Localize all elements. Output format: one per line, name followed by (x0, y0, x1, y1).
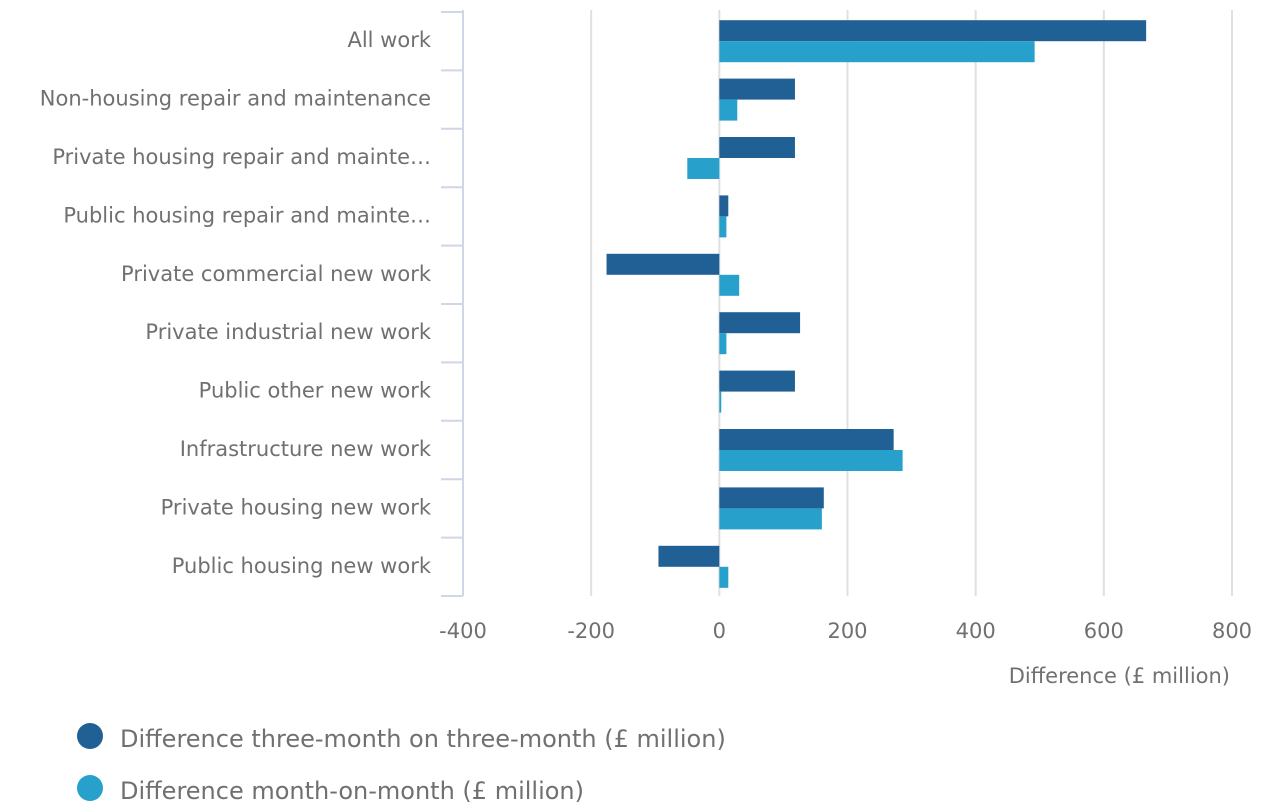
bar (719, 333, 727, 355)
legend-label: Difference three-month on three-month (£… (120, 725, 726, 753)
x-axis-label: Difference (£ million) (1009, 664, 1230, 688)
bar (687, 158, 720, 179)
bar (719, 216, 727, 238)
y-tick-label: Infrastructure new work (180, 437, 432, 461)
y-tick-label: Public other new work (199, 379, 432, 403)
bar (719, 450, 903, 471)
bar (719, 99, 738, 121)
bar (719, 195, 729, 217)
bar (719, 312, 801, 334)
legend-label: Difference month-on-month (£ million) (120, 777, 584, 805)
y-tick-label: Private industrial new work (145, 320, 431, 344)
bar (719, 370, 795, 392)
x-tick-label: 600 (1084, 619, 1124, 643)
bar (658, 545, 720, 567)
x-tick-label: -200 (567, 619, 615, 643)
x-tick-label: 0 (713, 619, 726, 643)
y-tick-label: Public housing new work (172, 554, 432, 578)
y-tick-label: All work (347, 28, 431, 52)
bar (719, 41, 1035, 63)
bar (719, 78, 795, 100)
x-tick-label: -400 (439, 619, 487, 643)
bar (719, 20, 1147, 42)
bar (719, 429, 894, 450)
x-tick-label: 400 (956, 619, 996, 643)
x-tick-label: 800 (1212, 619, 1252, 643)
bar (719, 137, 795, 158)
y-tick-label: Non-housing repair and maintenance (40, 87, 431, 111)
y-tick-label: Private housing new work (161, 495, 432, 519)
legend-swatch (77, 775, 103, 801)
bar (606, 253, 720, 275)
legend-swatch (77, 723, 103, 749)
bar (719, 566, 729, 588)
x-tick-label: 200 (827, 619, 867, 643)
bar (719, 508, 822, 530)
bar (719, 391, 722, 413)
y-tick-label: Public housing repair and mainte… (63, 203, 431, 227)
bar (719, 487, 824, 509)
y-tick-label: Private commercial new work (121, 262, 432, 286)
y-tick-label: Private housing repair and mainte… (52, 145, 431, 169)
bar (719, 274, 740, 296)
